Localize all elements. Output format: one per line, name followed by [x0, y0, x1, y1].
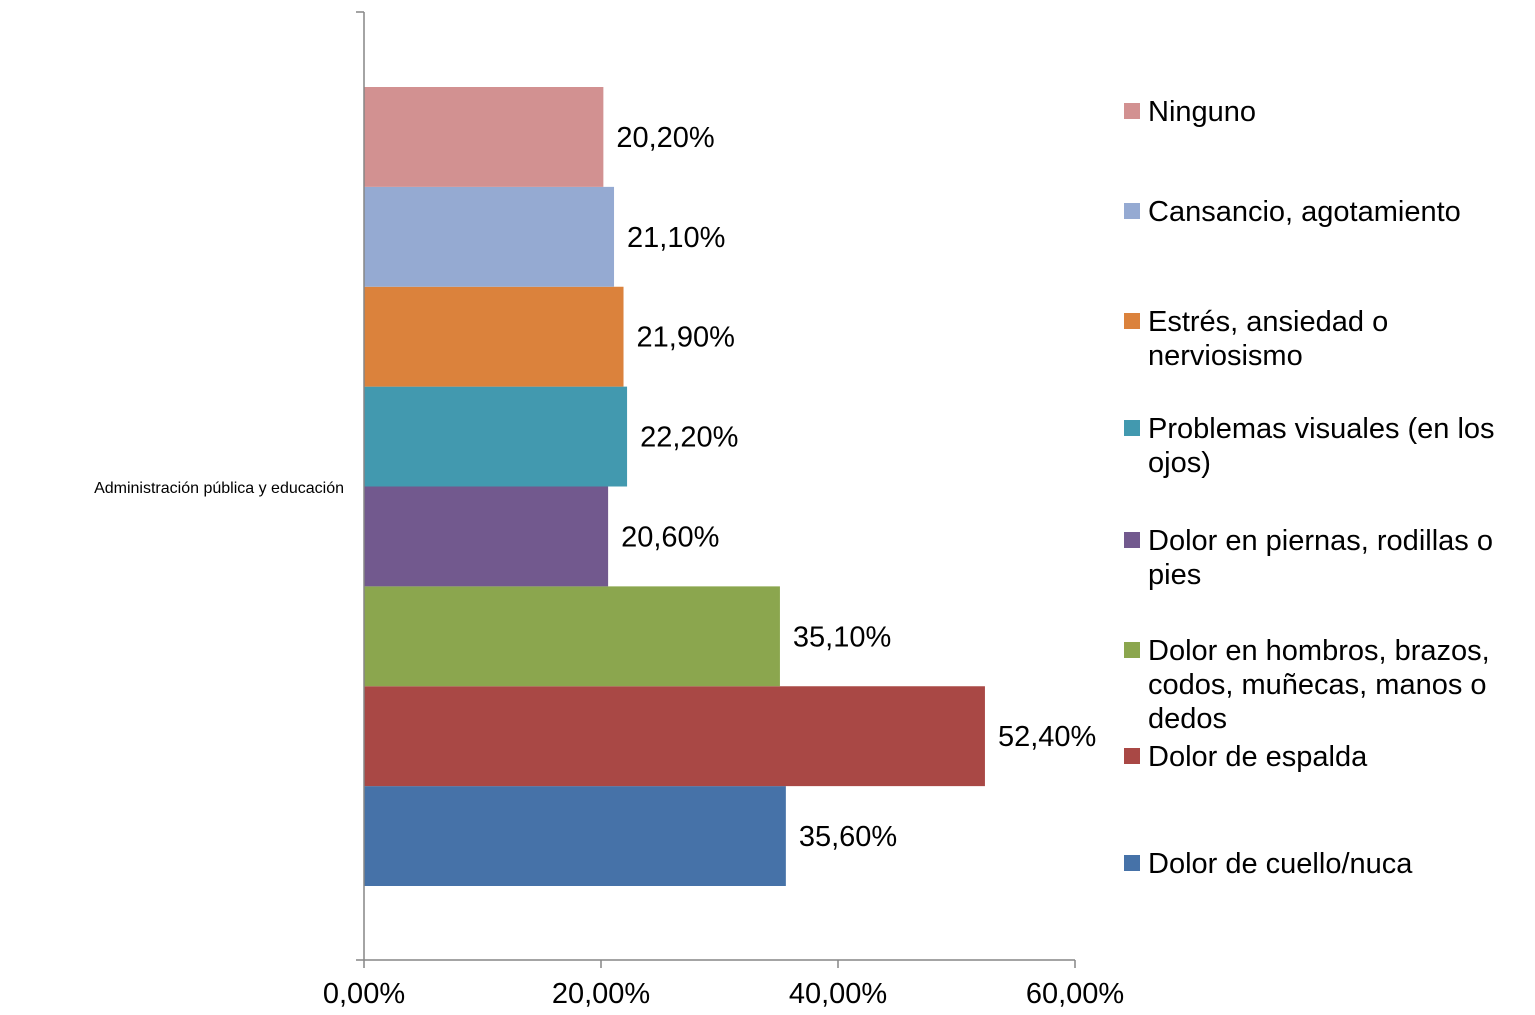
legend-swatch: [1124, 103, 1140, 119]
legend-item: Dolor de cuello/nuca: [1124, 847, 1535, 881]
x-tick-label: 20,00%: [552, 978, 650, 1010]
bar: [364, 87, 604, 187]
data-label: 35,60%: [799, 821, 897, 853]
bar: [364, 586, 780, 687]
legend-swatch: [1124, 532, 1140, 548]
bar: [364, 686, 985, 787]
data-label: 22,20%: [640, 422, 738, 454]
data-label: 35,10%: [793, 621, 891, 653]
legend-label: Problemas visuales (en los ojos): [1148, 413, 1495, 479]
data-label: 20,60%: [621, 521, 719, 553]
data-label: 21,10%: [627, 222, 725, 254]
bar: [364, 186, 615, 287]
legend-swatch: [1124, 203, 1140, 219]
data-label: 52,40%: [998, 721, 1096, 753]
legend-item: Estrés, ansiedad o nerviosismo: [1124, 305, 1535, 373]
x-tick-label: 40,00%: [789, 978, 887, 1010]
legend: Ninguno Cansancio, agotamiento Estrés, ans…: [1124, 0, 1535, 1015]
legend-swatch: [1124, 748, 1140, 764]
legend-label: Dolor en piernas, rodillas o pies: [1148, 525, 1493, 591]
legend-label: Dolor en hombros, brazos, codos, muñecas…: [1148, 635, 1490, 735]
legend-swatch: [1124, 642, 1140, 658]
legend-item: Problemas visuales (en los ojos): [1124, 412, 1535, 480]
y-category-label: Administración pública y educación: [94, 480, 344, 497]
bar: [364, 286, 624, 387]
bar: [364, 786, 786, 886]
x-tick-label: 60,00%: [1026, 978, 1124, 1010]
legend-item: Cansancio, agotamiento: [1124, 195, 1535, 229]
legend-label: Cansancio, agotamiento: [1148, 196, 1461, 228]
x-tick-label: 0,00%: [323, 978, 405, 1010]
bar: [364, 486, 609, 587]
data-label: 20,20%: [616, 122, 714, 154]
data-label: 21,90%: [637, 322, 735, 354]
legend-label: Ninguno: [1148, 96, 1257, 128]
legend-swatch: [1124, 855, 1140, 871]
legend-item: Dolor en hombros, brazos, codos, muñecas…: [1124, 634, 1535, 736]
legend-item: Dolor en piernas, rodillas o pies: [1124, 524, 1535, 592]
bar: [364, 386, 628, 487]
legend-label: Estrés, ansiedad o nerviosismo: [1148, 306, 1389, 372]
legend-label: Dolor de cuello/nuca: [1148, 848, 1413, 880]
legend-item: Dolor de espalda: [1124, 740, 1535, 774]
legend-label: Dolor de espalda: [1148, 741, 1368, 773]
legend-swatch: [1124, 420, 1140, 436]
legend-item: Ninguno: [1124, 95, 1535, 129]
legend-swatch: [1124, 313, 1140, 329]
